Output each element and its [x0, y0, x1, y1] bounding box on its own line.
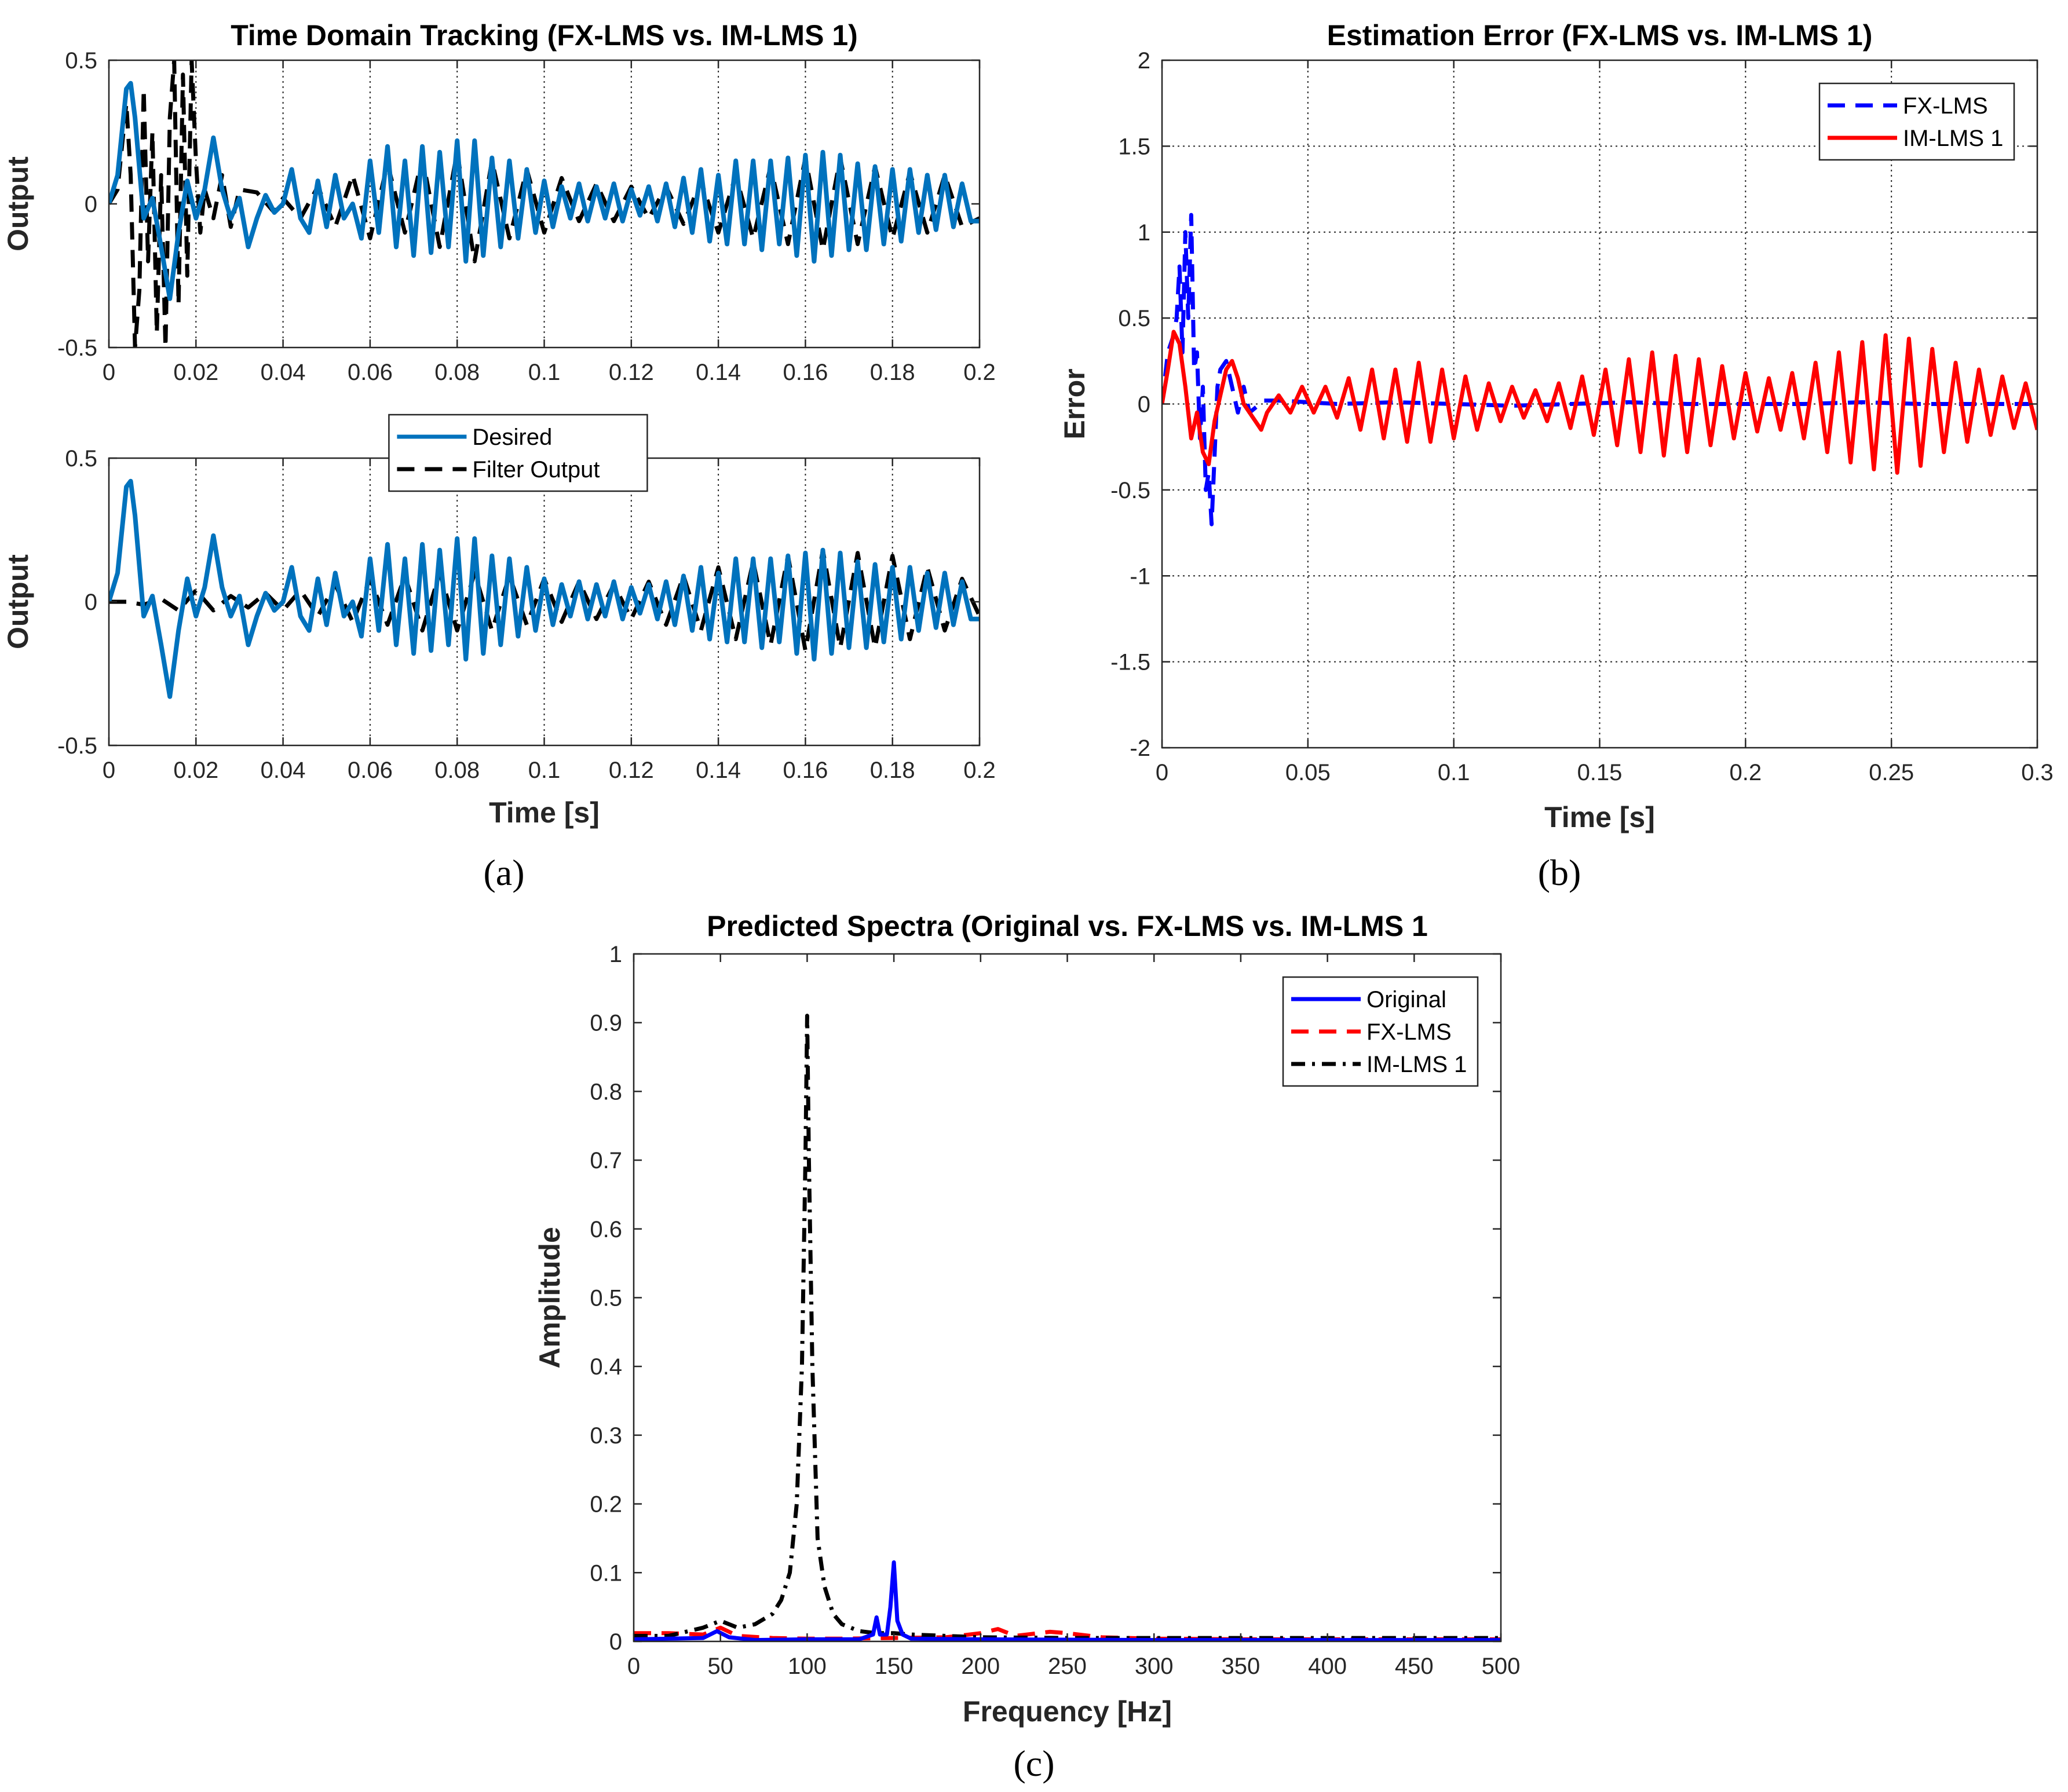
x-tick-label-a-top: 0.14 [696, 360, 741, 385]
x-tick-label-b: 0.1 [1438, 760, 1470, 785]
x-tick-label-a-bottom: 0.1 [528, 758, 561, 783]
x-tick-label-a-top: 0.02 [173, 360, 218, 385]
y-tick-label-c: 0.1 [590, 1560, 622, 1586]
x-tick-label-c: 250 [1048, 1654, 1087, 1679]
y-axis-label-a-bottom: Output [2, 554, 34, 649]
legend-label-im-lms-1-b: IM-LMS 1 [1903, 126, 2003, 151]
x-tick-label-c: 400 [1308, 1654, 1347, 1679]
legend-box-c [1282, 976, 1479, 1087]
legend-label-im-lms-1-c: IM-LMS 1 [1367, 1052, 1467, 1077]
x-tick-label-c: 300 [1135, 1654, 1174, 1679]
x-axis-label-c: Frequency [Hz] [963, 1695, 1172, 1728]
x-tick-label-a-top: 0.16 [783, 360, 828, 385]
x-axis-label-a-bottom: Time [s] [489, 796, 600, 829]
x-tick-label-a-top: 0.06 [348, 360, 393, 385]
y-tick-label-b: 1.5 [1118, 134, 1150, 159]
y-tick-label-c: 0.7 [590, 1148, 622, 1173]
x-tick-label-b: 0 [1156, 760, 1168, 785]
chart-title-c: Predicted Spectra (Original vs. FX-LMS v… [707, 910, 1428, 942]
y-tick-label-b: 0 [1138, 392, 1150, 418]
y-tick-label-c: 0 [609, 1629, 622, 1655]
chart-title-a-top: Time Domain Tracking (FX-LMS vs. IM-LMS … [231, 19, 858, 52]
chart-b: 0 0.05 0.1 0.15 0.2 0.25 0.3 -2 -1.5 -1 -0.5 0 0.5 1 1… [1058, 19, 2054, 833]
y-tick-label-b: 1 [1138, 220, 1150, 246]
x-tick-label-a-top: 0.08 [434, 360, 480, 385]
x-tick-label-b: 0.15 [1577, 760, 1623, 785]
x-tick-label-a-bottom: 0.04 [261, 758, 306, 783]
x-tick-label-c: 200 [961, 1654, 1000, 1679]
x-tick-label-a-bottom: 0 [103, 758, 115, 783]
x-tick-label-a-bottom: 0.06 [348, 758, 393, 783]
x-tick-label-c: 450 [1395, 1654, 1434, 1679]
y-tick-label-b: -1.5 [1110, 650, 1150, 675]
legend-label-desired-a-bottom: Desired [472, 425, 552, 450]
chart-a-top: 0 0.02 0.04 0.06 0.08 0.1 0.12 0.14 0.16 0.18 0.2 -… [2, 19, 996, 385]
y-tick-label-a-bottom: 0.5 [65, 446, 97, 471]
x-tick-label-a-top: 0.04 [261, 360, 306, 385]
panel-label-c: (c) [1013, 1743, 1054, 1784]
x-tick-label-c: 500 [1482, 1654, 1521, 1679]
x-tick-label-a-top: 0.12 [609, 360, 654, 385]
x-tick-label-a-top: 0.18 [870, 360, 915, 385]
y-tick-label-b: 0.5 [1118, 306, 1150, 331]
series-line-desired-a-top [109, 81, 980, 301]
legend-label-fx-lms-b: FX-LMS [1903, 93, 1988, 119]
y-tick-label-a-bottom: 0 [85, 590, 97, 615]
y-tick-label-a-top: 0 [85, 192, 97, 217]
x-axis-label-b: Time [s] [1544, 801, 1655, 833]
y-axis-label-b: Error [1058, 368, 1091, 439]
chart-a-bottom: 0 0.02 0.04 0.06 0.08 0.1 0.12 0.14 0.16 0.18 0.2 -… [2, 414, 996, 829]
x-tick-label-a-bottom: 0.14 [696, 758, 741, 783]
y-axis-label-a-top: Output [2, 156, 34, 251]
x-tick-label-a-bottom: 0.08 [434, 758, 480, 783]
panel-label-a: (a) [483, 852, 524, 893]
y-tick-label-c: 0.9 [590, 1011, 622, 1036]
y-tick-label-c: 0.2 [590, 1492, 622, 1517]
x-tick-label-b: 0.2 [1730, 760, 1762, 785]
y-tick-label-c: 0.5 [590, 1286, 622, 1311]
y-tick-label-c: 0.8 [590, 1079, 622, 1105]
y-tick-label-c: 0.6 [590, 1217, 622, 1242]
y-tick-label-a-bottom: -0.5 [57, 733, 97, 759]
y-tick-label-c: 0.3 [590, 1423, 622, 1449]
y-tick-label-b: 2 [1138, 48, 1150, 74]
series-line-desired-a-bottom [109, 478, 980, 699]
legend-label-original-c: Original [1367, 987, 1446, 1012]
x-tick-label-c: 350 [1222, 1654, 1260, 1679]
series-line-original-c [634, 1560, 1501, 1641]
x-tick-label-a-bottom: 0.02 [173, 758, 218, 783]
panel-label-b: (b) [1538, 852, 1581, 893]
y-axis-label-c: Amplitude [534, 1227, 566, 1368]
x-tick-label-b: 0.25 [1869, 760, 1914, 785]
chart-title-b: Estimation Error (FX-LMS vs. IM-LMS 1) [1327, 19, 1873, 52]
series-line-filter-output-a-top [109, 60, 980, 348]
x-tick-label-a-top: 0.2 [963, 360, 996, 385]
x-tick-label-a-top: 0.1 [528, 360, 561, 385]
legend-box-b [1818, 82, 2015, 161]
y-tick-label-b: -2 [1130, 736, 1150, 761]
y-tick-label-b: -1 [1130, 564, 1150, 589]
x-tick-label-c: 100 [788, 1654, 827, 1679]
x-tick-label-b: 0.3 [2021, 760, 2054, 785]
legend-label-fx-lms-c: FX-LMS [1367, 1019, 1452, 1045]
series-line-im-lms-1-b [1162, 330, 2037, 475]
x-tick-label-a-bottom: 0.12 [609, 758, 654, 783]
y-tick-label-c: 1 [609, 942, 622, 967]
y-tick-label-a-top: -0.5 [57, 335, 97, 361]
x-tick-label-a-bottom: 0.2 [963, 758, 996, 783]
y-tick-label-b: -0.5 [1110, 478, 1150, 503]
x-tick-label-c: 150 [875, 1654, 914, 1679]
legend-label-filter-output-a-bottom: Filter Output [472, 457, 600, 482]
x-tick-label-b: 0.05 [1285, 760, 1331, 785]
x-tick-label-a-bottom: 0.18 [870, 758, 915, 783]
legend-box-a-bottom [388, 414, 648, 492]
chart-c: 0 50 100 150 200 250 300 350 400 450 500 0 0.1 0.2 0.3… [534, 910, 1520, 1728]
x-tick-label-c: 0 [627, 1654, 640, 1679]
x-tick-label-a-bottom: 0.16 [783, 758, 828, 783]
x-tick-label-a-top: 0 [103, 360, 115, 385]
y-tick-label-c: 0.4 [590, 1354, 622, 1380]
x-tick-label-c: 50 [707, 1654, 733, 1679]
y-tick-label-a-top: 0.5 [65, 48, 97, 74]
